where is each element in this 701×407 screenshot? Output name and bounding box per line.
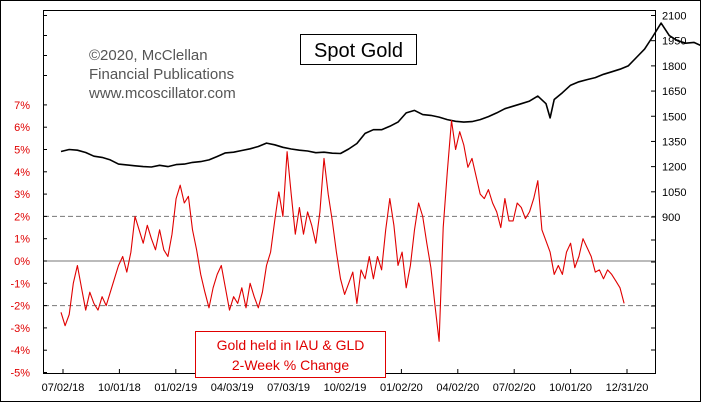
left-tick-label: 5% — [14, 145, 30, 157]
x-tick-label: 01/02/20 — [380, 382, 423, 394]
right-tick-label: 900 — [662, 212, 680, 224]
x-tick-label: 07/02/20 — [493, 382, 536, 394]
left-axis: 7% 6% 5% 4% 3% 2% 1% 0% -1% -2% -3% -4% -5% — [10, 15, 47, 380]
right-tick-label: 1050 — [662, 187, 686, 199]
right-tick-label: 1500 — [662, 111, 686, 123]
subtitle-border — [195, 331, 386, 378]
right-tick-label: 1350 — [662, 136, 686, 148]
gold-price-line — [60, 22, 701, 168]
x-axis: 07/02/18 10/01/18 01/02/19 04/03/19 07/03/19… — [42, 369, 649, 394]
series-group — [60, 22, 701, 342]
subtitle-box: Gold held in IAU & GLD 2-Week % Change — [195, 331, 386, 378]
copyright-line-2: Financial Publications — [89, 66, 234, 83]
right-axis: 2100 1950 1800 1650 1500 1350 1200 1050 900 — [651, 11, 686, 351]
title-border — [300, 34, 417, 65]
left-tick-label: -3% — [10, 323, 30, 335]
right-tick-label: 1200 — [662, 162, 686, 174]
left-tick-label: -2% — [10, 301, 30, 313]
copyright-line-1: ©2020, McClellan — [89, 47, 208, 64]
copyright-line-3: www.mcoscillator.com — [88, 85, 236, 102]
x-tick-label: 01/02/19 — [154, 382, 197, 394]
x-tick-label: 04/02/20 — [436, 382, 479, 394]
left-tick-label: 4% — [14, 167, 30, 179]
right-tick-label: 2100 — [662, 11, 686, 23]
left-tick-label: 6% — [14, 122, 30, 134]
left-tick-label: 1% — [14, 234, 30, 246]
x-tick-label: 10/01/20 — [549, 382, 592, 394]
chart-title: Spot Gold — [314, 40, 403, 62]
subtitle-line-2: 2-Week % Change — [232, 357, 349, 373]
right-tick-label: 1800 — [662, 61, 686, 73]
left-tick-label: 3% — [14, 189, 30, 201]
left-tick-label: 0% — [14, 256, 30, 268]
right-tick-label: 1950 — [662, 36, 686, 48]
x-tick-label: 10/02/19 — [324, 382, 367, 394]
subtitle-line-1: Gold held in IAU & GLD — [217, 337, 365, 353]
left-tick-label: 7% — [14, 100, 30, 112]
left-tick-label: -5% — [10, 368, 30, 380]
left-tick-label: 2% — [14, 211, 30, 223]
title-box: Spot Gold — [300, 34, 417, 65]
right-tick-label: 1650 — [662, 86, 686, 98]
copyright-block: ©2020, McClellan Financial Publications … — [88, 47, 236, 102]
etf-holdings-change-line — [60, 119, 625, 342]
x-tick-label: 07/02/18 — [42, 382, 85, 394]
reference-lines — [44, 215, 655, 307]
x-tick-label: 12/31/20 — [606, 382, 649, 394]
x-tick-label: 10/01/18 — [98, 382, 141, 394]
x-tick-label: 04/03/19 — [211, 382, 254, 394]
left-tick-label: -4% — [10, 345, 30, 357]
x-tick-label: 07/03/19 — [267, 382, 310, 394]
left-tick-label: -1% — [10, 278, 30, 290]
